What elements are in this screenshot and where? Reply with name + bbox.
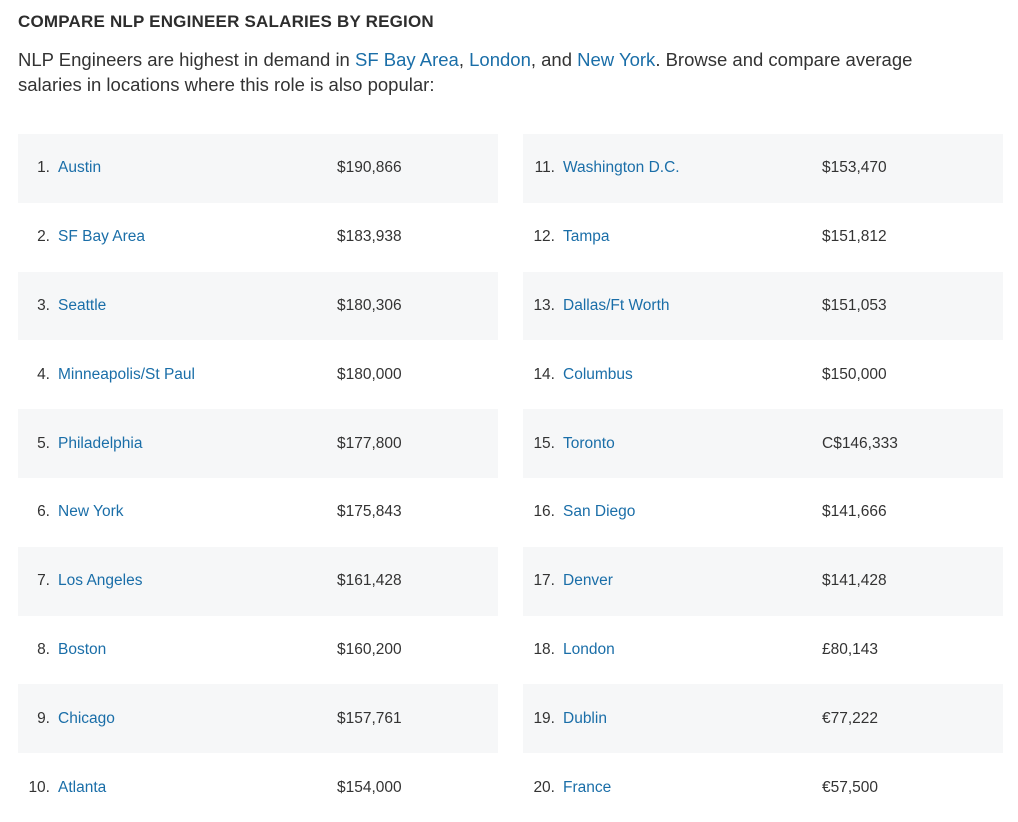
intro-separator: , and [530,49,578,70]
salary-row: 19. Dublin €77,222 [523,684,1003,754]
city-link[interactable]: Toronto [563,434,615,452]
salary-columns: 1. Austin $190,866 2. SF Bay Area $183,938 3. S… [18,134,1003,822]
rank-number: 17. [533,572,555,590]
intro-link-sf-bay-area[interactable]: SF Bay Area [354,49,459,70]
salary-value: £80,143 [822,640,879,658]
city-link[interactable]: Seattle [58,296,107,314]
salary-value: €57,500 [822,778,879,796]
salary-value: $153,470 [822,159,887,177]
rank-number: 16. [533,503,555,521]
intro-suffix: . Browse and compare average salaries in… [18,49,913,95]
salary-value: $183,938 [337,228,402,246]
rank-number: 5. [37,434,50,452]
rank-number: 7. [37,572,50,590]
city-link[interactable]: Columbus [563,365,633,383]
salary-value: $160,200 [337,640,402,658]
rank-number: 12. [533,228,555,246]
rank-number: 19. [533,709,555,727]
rank-number: 3. [37,296,50,314]
salary-row: 10. Atlanta $154,000 [18,753,498,822]
city-link[interactable]: Dublin [563,709,607,727]
salary-row: 1. Austin $190,866 [18,134,498,203]
intro-link-new-york[interactable]: New York [577,49,656,70]
salary-list-left: 1. Austin $190,866 2. SF Bay Area $183,938 3. S… [18,134,498,822]
salary-row: 15. Toronto C$146,333 [523,409,1003,478]
section-title: COMPARE NLP ENGINEER SALARIES BY REGION [18,12,434,31]
rank-number: 4. [37,365,50,383]
salary-row: 18. London £80,143 [523,616,1003,685]
rank-number: 14. [533,365,555,383]
salary-value: $151,053 [822,296,887,314]
city-link[interactable]: Boston [58,640,107,658]
salary-value: $150,000 [822,365,887,383]
salary-list-right: 11. Washington D.C. $153,470 12. Tampa $151,8… [523,134,1003,822]
salary-value: $175,843 [337,503,402,521]
salary-comparison-section: COMPARE NLP ENGINEER SALARIES BY REGION … [18,0,1003,796]
rank-number: 11. [534,159,555,177]
rank-number: 8. [37,640,50,658]
salary-row: 2. SF Bay Area $183,938 [18,203,498,272]
city-link[interactable]: Washington D.C. [563,159,680,177]
city-link[interactable]: London [563,640,615,658]
salary-value: $177,800 [337,434,402,452]
city-link[interactable]: Atlanta [58,778,107,796]
salary-row: 5. Philadelphia $177,800 [18,409,498,478]
rank-number: 13. [533,296,555,314]
salary-value: $161,428 [337,572,402,590]
salary-row: 12. Tampa $151,812 [523,203,1003,272]
rank-number: 10. [28,778,50,796]
rank-number: 15. [533,434,555,452]
salary-row: 11. Washington D.C. $153,470 [523,134,1003,203]
rank-number: 1. [37,159,50,177]
city-link[interactable]: Denver [563,572,613,590]
salary-row: 14. Columbus $150,000 [523,340,1003,409]
city-link[interactable]: Dallas/Ft Worth [563,296,670,314]
city-link[interactable]: Chicago [58,709,115,727]
salary-row: 7. Los Angeles $161,428 [18,546,498,616]
city-link[interactable]: France [563,778,612,796]
salary-value: $141,428 [822,572,887,590]
rank-number: 18. [533,640,555,658]
salary-row: 9. Chicago $157,761 [18,684,498,754]
rank-number: 20. [533,778,555,796]
city-link[interactable]: Austin [58,159,102,177]
salary-row: 4. Minneapolis/St Paul $180,000 [18,340,498,409]
salary-value: $180,306 [337,296,402,314]
salary-value: $151,812 [822,228,887,246]
salary-row: 6. New York $175,843 [18,478,498,547]
salary-row: 20. France €57,500 [523,753,1003,822]
intro-prefix: NLP Engineers are highest in demand in [18,49,355,70]
salary-value: $157,761 [337,709,402,727]
salary-value: $190,866 [337,159,402,177]
city-link[interactable]: Minneapolis/St Paul [58,365,195,383]
intro-paragraph: NLP Engineers are highest in demand in S… [18,47,958,97]
salary-value: $141,666 [822,503,887,521]
city-link[interactable]: New York [58,503,124,521]
city-link[interactable]: Philadelphia [58,434,143,452]
salary-row: 16. San Diego $141,666 [523,478,1003,547]
salary-row: 3. Seattle $180,306 [18,271,498,341]
rank-number: 2. [37,228,50,246]
intro-separator: , [458,49,470,70]
salary-value: C$146,333 [822,434,898,452]
city-link[interactable]: San Diego [563,503,636,521]
salary-value: €77,222 [822,709,879,727]
intro-link-london[interactable]: London [469,49,531,70]
salary-row: 8. Boston $160,200 [18,616,498,685]
salary-value: $154,000 [337,778,402,796]
city-link[interactable]: Tampa [563,228,610,246]
salary-value: $180,000 [337,365,402,383]
salary-row: 17. Denver $141,428 [523,546,1003,616]
rank-number: 9. [37,709,50,727]
city-link[interactable]: SF Bay Area [58,228,146,246]
salary-row: 13. Dallas/Ft Worth $151,053 [523,271,1003,341]
rank-number: 6. [37,503,50,521]
city-link[interactable]: Los Angeles [58,572,143,590]
